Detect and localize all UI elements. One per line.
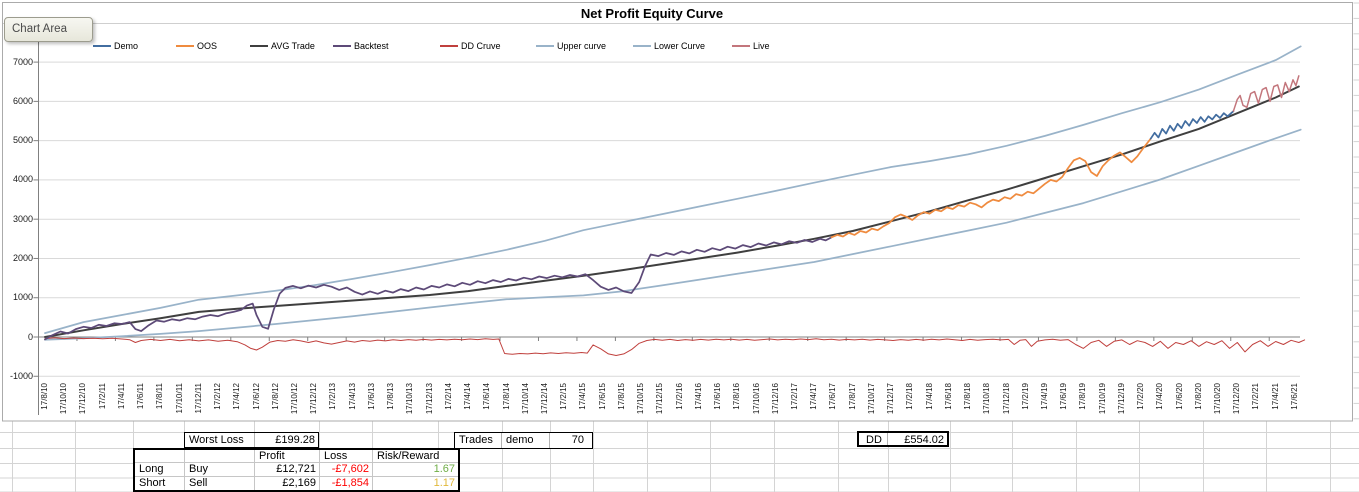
legend-line-icon <box>333 44 351 47</box>
y-axis-label: 5000 <box>12 135 33 146</box>
stats-long-side[interactable]: Long <box>135 463 185 477</box>
y-axis-label: -1000 <box>9 370 33 381</box>
legend-label: OOS <box>197 40 218 51</box>
legend-line-icon <box>176 44 194 47</box>
dd-value[interactable]: £554.02 <box>904 434 944 445</box>
stats-short-action[interactable]: Sell <box>185 476 255 490</box>
series-upper-curve[interactable] <box>44 45 1302 334</box>
stats-long-risk-reward[interactable]: 1.67 <box>373 463 458 477</box>
legend-item-dd-cruve[interactable]: DD Cruve <box>440 40 501 51</box>
y-axis-label: 7000 <box>12 56 33 67</box>
worst-loss-label[interactable]: Worst Loss <box>185 433 255 447</box>
stats-header-blank1[interactable] <box>135 450 185 464</box>
legend-line-icon <box>93 44 111 47</box>
legend-item-lower-curve[interactable]: Lower Curve <box>633 40 705 51</box>
legend-item-backtest[interactable]: Backtest <box>333 40 389 51</box>
legend-label: Upper curve <box>557 40 607 51</box>
series-live[interactable] <box>1232 75 1300 112</box>
series-demo[interactable] <box>1149 110 1235 140</box>
legend-label: Live <box>753 40 770 51</box>
stats-long-loss[interactable]: -£7,602 <box>320 463 373 477</box>
trades-count[interactable]: 70 <box>571 434 584 446</box>
legend-item-oos[interactable]: OOS <box>176 40 217 51</box>
stats-header-risk-reward[interactable]: Risk/Reward <box>373 450 458 464</box>
y-axis-label: 2000 <box>12 252 33 263</box>
series-dd-cruve[interactable] <box>44 337 1306 356</box>
series-backtest[interactable] <box>44 236 833 341</box>
trades-account[interactable]: demo <box>502 433 550 448</box>
stats-long-profit[interactable]: £12,721 <box>255 463 320 477</box>
legend-label: Demo <box>114 40 139 51</box>
stats-header-blank2[interactable] <box>185 450 255 464</box>
series-oos[interactable] <box>830 137 1152 239</box>
legend-line-icon <box>250 44 268 47</box>
stats-short-loss[interactable]: -£1,854 <box>320 476 373 490</box>
trade-stats-table: Profit Loss Risk/Reward Long Buy £12,721… <box>133 448 460 492</box>
legend-line-icon <box>633 44 651 47</box>
stats-short-risk-reward[interactable]: 1.17 <box>433 476 455 489</box>
stats-long-action[interactable]: Buy <box>185 463 255 477</box>
dd-box: DD £554.02 <box>857 431 949 447</box>
stats-short-side[interactable]: Short <box>135 476 185 490</box>
y-axis-label: 3000 <box>12 213 33 224</box>
legend-item-upper-curve[interactable]: Upper curve <box>536 40 606 51</box>
chart-area-tooltip: Chart Area <box>4 17 93 42</box>
stats-header-loss[interactable]: Loss <box>320 450 373 464</box>
legend-label: AVG Trade <box>271 40 315 51</box>
legend-item-demo[interactable]: Demo <box>93 40 138 51</box>
stats-short-profit[interactable]: £2,169 <box>255 476 320 490</box>
series-avg-trade[interactable] <box>44 85 1300 338</box>
y-axis-label: 4000 <box>12 174 33 185</box>
worst-loss-box: Worst Loss £199.28 <box>184 432 319 448</box>
legend-label: DD Cruve <box>461 40 501 51</box>
trades-label[interactable]: Trades <box>455 433 502 448</box>
legend-item-live[interactable]: Live <box>732 40 770 51</box>
y-axis-label: 6000 <box>12 95 33 106</box>
y-axis-label: 0 <box>27 331 33 342</box>
legend-line-icon <box>536 44 554 47</box>
y-axis-label: 1000 <box>12 292 33 303</box>
trades-box: Trades demo 70 <box>454 432 593 449</box>
chart-title: Net Profit Equity Curve <box>580 6 724 21</box>
legend-label: Backtest <box>354 40 389 51</box>
worst-loss-value[interactable]: £199.28 <box>275 434 315 446</box>
legend-line-icon <box>440 44 458 47</box>
legend-label: Lower Curve <box>654 40 706 51</box>
series-lower-curve[interactable] <box>44 128 1302 341</box>
legend-line-icon <box>732 44 750 47</box>
stats-header-profit[interactable]: Profit <box>255 450 320 464</box>
dd-label[interactable]: DD <box>859 433 888 445</box>
legend-item-avg-trade[interactable]: AVG Trade <box>250 40 315 51</box>
